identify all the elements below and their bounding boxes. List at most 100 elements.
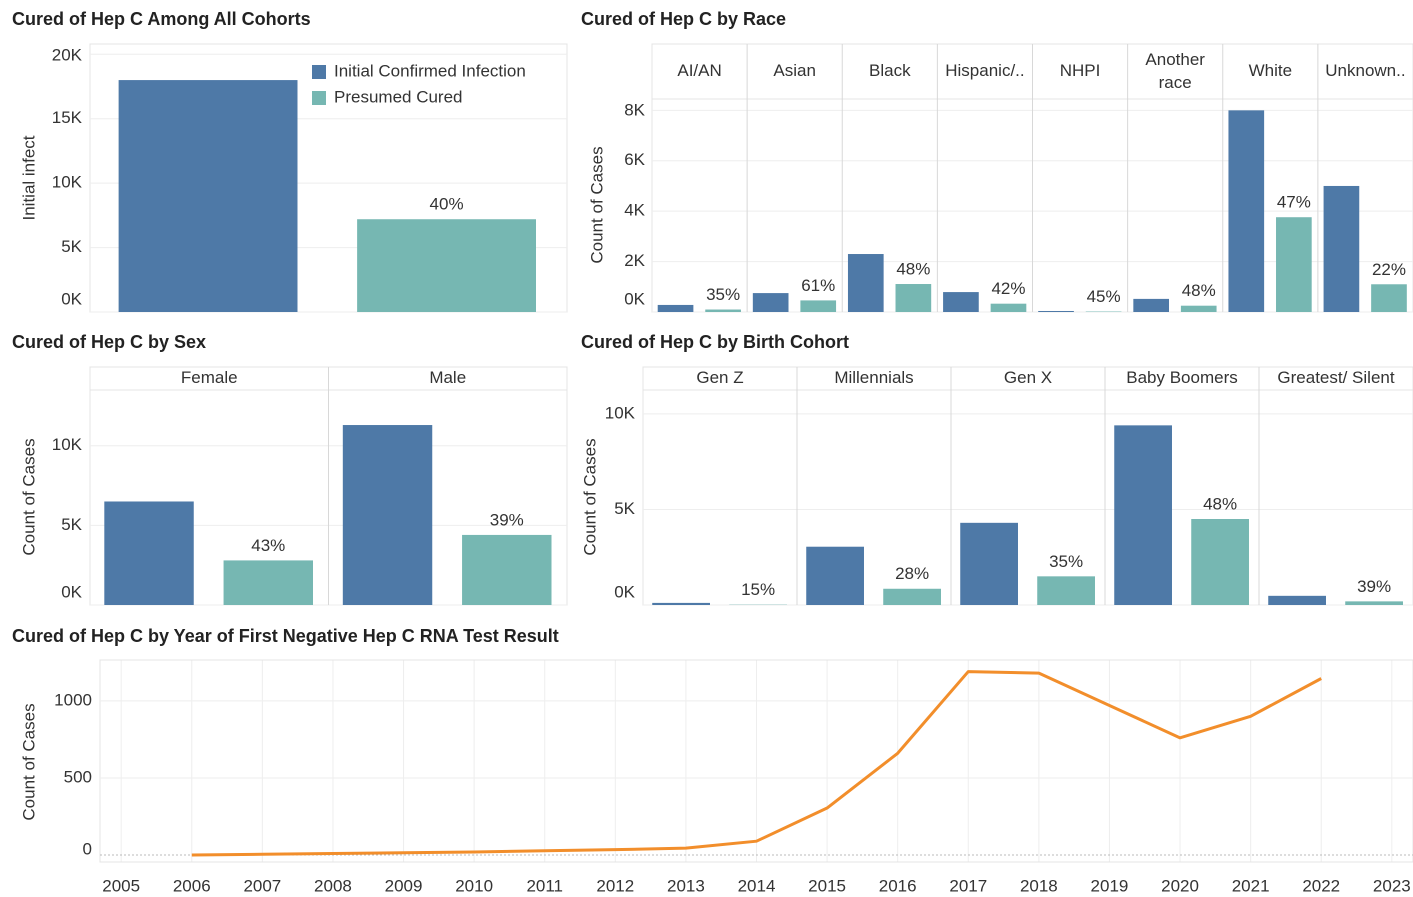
bar: [223, 560, 313, 605]
bar: [357, 219, 536, 312]
bar: [990, 303, 1027, 312]
bar: [847, 254, 884, 312]
x-tick-label: 2021: [1232, 876, 1270, 895]
y-tick-label: 5K: [61, 515, 82, 534]
rate-label: 22%: [1372, 260, 1406, 279]
y-axis-title: Count of Cases: [580, 438, 599, 555]
bar: [342, 425, 433, 605]
bar: [1323, 185, 1360, 312]
panel-header: White: [1248, 61, 1293, 81]
bar: [1345, 601, 1403, 605]
legend-swatch: [312, 91, 326, 105]
bar: [1191, 519, 1249, 605]
bar: [462, 534, 552, 605]
x-tick-label: 2009: [385, 876, 423, 895]
bar: [1371, 284, 1407, 312]
bar: [1180, 305, 1217, 312]
y-tick-label: 6K: [624, 150, 645, 169]
panel-header: Unknown..: [1325, 61, 1406, 81]
rate-label: 48%: [1203, 494, 1237, 513]
rate-label: 39%: [490, 510, 524, 529]
bar: [705, 309, 741, 312]
x-tick-label: 2023: [1373, 876, 1411, 895]
plot-frame: [99, 659, 1413, 863]
panel-header: Another race: [1145, 50, 1205, 92]
chart-title: Cured of Hep C by Year of First Negative…: [12, 626, 559, 646]
y-tick-label: 5K: [61, 237, 82, 256]
bar: [883, 588, 941, 605]
bar: [943, 292, 979, 312]
bar: [1038, 310, 1074, 312]
legend-label: Presumed Cured: [334, 87, 463, 106]
bar: [1114, 425, 1172, 605]
panel-header: Greatest/ Silent: [1277, 368, 1395, 388]
bar: [652, 602, 710, 605]
y-axis-title: Count of Cases: [19, 703, 38, 820]
rate-label: 43%: [251, 536, 285, 555]
x-tick-label: 2010: [455, 876, 493, 895]
y-tick-label: 500: [64, 767, 92, 786]
bar: [800, 300, 837, 312]
panel-header: Male: [429, 368, 467, 388]
x-tick-label: 2011: [526, 876, 563, 895]
bar: [1037, 576, 1095, 605]
legend-label: Initial Confirmed Infection: [334, 61, 526, 80]
x-tick-label: 2008: [314, 876, 352, 895]
x-tick-label: 2015: [808, 876, 846, 895]
x-tick-label: 2013: [667, 876, 705, 895]
panel-header: Hispanic/..: [945, 61, 1025, 81]
rate-label: 42%: [991, 279, 1025, 298]
bar: [1268, 595, 1326, 605]
plot-frame: [642, 366, 1413, 606]
chart-title: Cured of Hep C Among All Cohorts: [12, 9, 311, 29]
y-tick-label: 5K: [614, 499, 635, 518]
y-tick-label: 10K: [52, 435, 83, 454]
rate-label: 15%: [741, 580, 775, 599]
chart-title: Cured of Hep C by Race: [581, 9, 786, 29]
bar: [104, 501, 194, 605]
x-tick-label: 2022: [1302, 876, 1340, 895]
panel-header: AI/AN: [677, 61, 722, 81]
bar: [806, 546, 864, 605]
rate-label: 40%: [430, 195, 464, 214]
y-tick-label: 2K: [624, 251, 645, 270]
y-axis-title: Count of Cases: [587, 146, 606, 263]
y-tick-label: 0: [83, 839, 92, 858]
chart-title: Cured of Hep C by Birth Cohort: [581, 332, 849, 352]
line: [191, 670, 1322, 857]
bar: [1133, 298, 1170, 312]
y-tick-label: 0K: [624, 289, 645, 308]
panel-header: Gen Z: [696, 368, 744, 388]
rate-label: 48%: [1182, 281, 1216, 300]
panel-header: Black: [869, 61, 911, 81]
rate-label: 35%: [706, 285, 740, 304]
x-tick-label: 2016: [879, 876, 917, 895]
y-axis-title: Count of Cases: [19, 438, 38, 555]
panel-header: Asian: [773, 61, 816, 81]
panel-header: NHPI: [1059, 61, 1101, 81]
rate-label: 35%: [1049, 552, 1083, 571]
legend-swatch: [312, 65, 326, 79]
bar: [1228, 110, 1265, 312]
bar: [1276, 217, 1312, 312]
y-tick-label: 20K: [52, 45, 83, 64]
rate-label: 48%: [896, 260, 930, 279]
y-tick-label: 10K: [52, 173, 83, 192]
y-tick-label: 0K: [614, 582, 635, 601]
x-tick-label: 2006: [173, 876, 211, 895]
x-tick-label: 2005: [102, 876, 140, 895]
y-axis-title: Initial infect: [19, 135, 38, 220]
rate-label: 28%: [895, 564, 929, 583]
bar: [752, 293, 789, 312]
x-tick-label: 2012: [596, 876, 634, 895]
bar: [118, 80, 298, 312]
y-tick-label: 0K: [61, 582, 82, 601]
x-tick-label: 2020: [1161, 876, 1199, 895]
rate-label: 47%: [1277, 193, 1311, 212]
rate-label: 39%: [1357, 577, 1391, 596]
x-tick-label: 2007: [243, 876, 281, 895]
rate-label: 61%: [801, 276, 835, 295]
x-tick-label: 2017: [949, 876, 987, 895]
